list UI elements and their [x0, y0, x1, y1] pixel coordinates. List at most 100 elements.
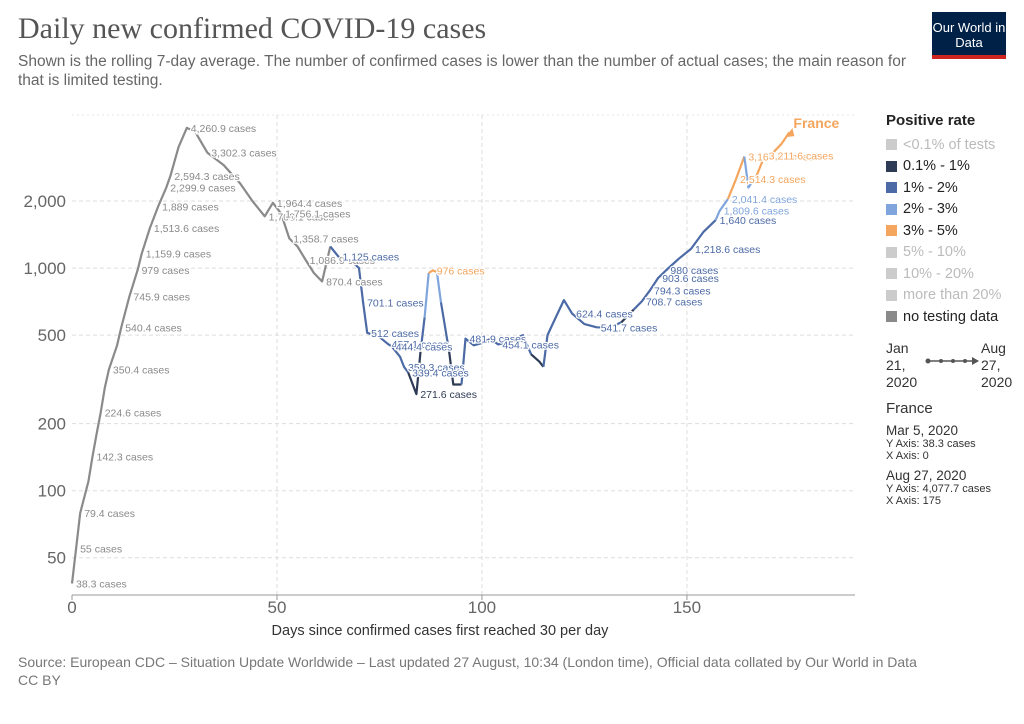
- series-line: [428, 269, 438, 274]
- series-arrow: [785, 128, 795, 138]
- tooltip-y: Y Axis: 38.3 cases: [886, 438, 976, 450]
- tooltip: France Mar 5, 2020 Y Axis: 38.3 cases X …: [886, 400, 1016, 507]
- timeline[interactable]: Jan 21, 2020 Aug 27, 2020: [886, 340, 1021, 396]
- data-label: 2,594.3 cases: [174, 171, 239, 183]
- series-line: [439, 302, 451, 353]
- legend-item[interactable]: no testing data: [886, 306, 1021, 328]
- series-line: [743, 156, 758, 189]
- legend-item[interactable]: 5% - 10%: [886, 242, 1021, 264]
- tooltip-y: Y Axis: 4,077.7 cases: [886, 483, 991, 495]
- series-line: [542, 299, 622, 367]
- data-label: 979 cases: [142, 265, 190, 277]
- data-label: 903.6 cases: [662, 273, 719, 285]
- chart: 50 100 200 500 1,000 2,000 0 50 100 150 Days since…: [23, 114, 855, 639]
- data-label: 271.6 cases: [420, 389, 477, 401]
- series-line: [435, 271, 443, 303]
- data-label: 1,513.6 cases: [154, 223, 219, 235]
- data-label: 224.6 cases: [105, 407, 162, 419]
- x-tick-label: 0: [67, 598, 76, 617]
- footer: Source: European CDC – Situation Update …: [18, 654, 998, 689]
- data-label: 745.9 cases: [133, 291, 190, 303]
- license[interactable]: CC BY: [18, 671, 61, 688]
- data-label: 708.7 cases: [646, 296, 703, 308]
- y-tick-label: 100: [38, 482, 66, 501]
- x-tick-label: 150: [673, 598, 701, 617]
- logo[interactable]: Our World in Data: [932, 12, 1006, 59]
- legend-item[interactable]: 10% - 20%: [886, 263, 1021, 285]
- y-tick-label: 200: [38, 415, 66, 434]
- data-label: 1,159.9 cases: [146, 249, 211, 261]
- data-label: 1,086.9 cases: [310, 255, 375, 267]
- legend-swatch: [886, 139, 897, 151]
- data-label: 1,756.1 cases: [285, 209, 350, 221]
- legend-item[interactable]: 0.1% - 1%: [886, 156, 1021, 178]
- data-label: 1,964.4 cases: [277, 198, 342, 210]
- y-tick-label: 1,000: [23, 259, 66, 278]
- tooltip-x: X Axis: 0: [886, 450, 929, 462]
- tooltip-x: X Axis: 175: [886, 495, 942, 507]
- y-tick-label: 500: [38, 326, 66, 345]
- data-label: 350.4 cases: [113, 364, 170, 376]
- legend-label: 5% - 10%: [903, 244, 966, 261]
- data-label: 359.3 cases: [408, 362, 465, 374]
- tooltip-date: Aug 27, 2020: [886, 468, 967, 483]
- legend-label: <0.1% of tests: [903, 136, 996, 153]
- series-line: [329, 245, 410, 374]
- legend-item[interactable]: more than 20%: [886, 285, 1021, 307]
- timeline-end: Aug 27, 2020: [981, 340, 1013, 390]
- legend-swatch: [886, 268, 897, 280]
- data-label: 1,125 cases: [342, 252, 399, 264]
- data-label: 980 cases: [670, 265, 718, 277]
- legend-label: 0.1% - 1%: [903, 158, 970, 175]
- data-label: 142.3 cases: [96, 452, 153, 464]
- legend-item[interactable]: 3% - 5%: [886, 220, 1021, 242]
- data-label: 55 cases: [80, 543, 122, 555]
- legend-swatch: [886, 311, 897, 323]
- data-label: 481.9 cases: [470, 334, 527, 346]
- legend-swatch: [886, 246, 897, 258]
- series-line: [419, 317, 426, 353]
- data-label: 2,514.3 cases: [740, 174, 805, 186]
- tooltip-country: France: [886, 400, 933, 417]
- data-label: 1,358.7 cases: [293, 233, 358, 245]
- data-label: 3,302.3 cases: [211, 148, 276, 160]
- legend-swatch: [886, 203, 897, 215]
- data-label: 4,260.9 cases: [191, 123, 256, 135]
- legend-item[interactable]: 1% - 2%: [886, 177, 1021, 199]
- series-line: [530, 353, 545, 368]
- data-label: 701.1 cases: [367, 297, 424, 309]
- legend-label: no testing data: [903, 308, 999, 325]
- legend-item[interactable]: 2% - 3%: [886, 199, 1021, 221]
- legend-swatch: [886, 160, 897, 172]
- legend-title: Positive rate: [886, 112, 976, 129]
- data-label: 976 cases: [437, 265, 485, 277]
- data-label: 3,211.6 cases: [769, 150, 834, 162]
- legend-label: 3% - 5%: [903, 222, 958, 239]
- legend-label: 2% - 3%: [903, 201, 958, 218]
- data-label: 2,041.4 cases: [732, 194, 797, 206]
- legend: Positive rate <0.1% of tests 0.1% - 1% 1% …: [886, 112, 1021, 328]
- series-line: [448, 351, 462, 386]
- legend-label: 1% - 2%: [903, 179, 958, 196]
- source: Source: European CDC – Situation Update …: [18, 654, 917, 670]
- data-label: 1,218.6 cases: [695, 244, 760, 256]
- data-label: 457.1 cases: [392, 339, 449, 351]
- series-line: [423, 272, 430, 318]
- series-line: [632, 219, 717, 311]
- data-label: 38.3 cases: [76, 578, 127, 590]
- data-label: 512 cases: [371, 328, 419, 340]
- timeline-slider[interactable]: [924, 356, 980, 366]
- series-name: France: [793, 115, 839, 131]
- legend-label: 10% - 20%: [903, 265, 974, 282]
- data-label: 624.4 cases: [576, 309, 633, 321]
- timeline-start: Jan 21, 2020: [886, 340, 918, 390]
- legend-item[interactable]: <0.1% of tests: [886, 134, 1021, 156]
- x-tick-label: 50: [268, 598, 287, 617]
- series-line: [460, 334, 533, 385]
- data-label: 541.7 cases: [601, 322, 658, 334]
- legend-swatch: [886, 289, 897, 301]
- legend-swatch: [886, 182, 897, 194]
- x-tick-label: 100: [468, 598, 496, 617]
- data-label: 3,169.9 cases: [748, 152, 813, 164]
